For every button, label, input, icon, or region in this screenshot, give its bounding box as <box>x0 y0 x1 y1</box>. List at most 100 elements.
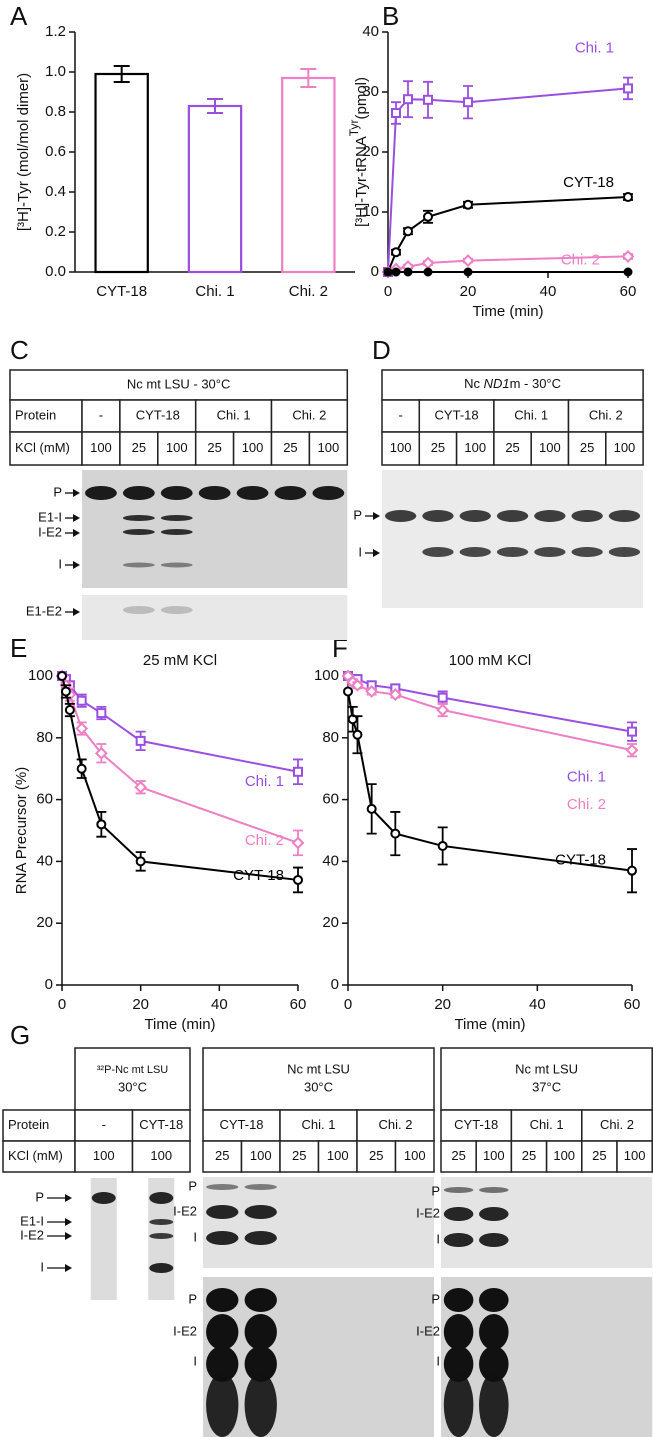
series-label: Chi. 1 <box>245 773 284 790</box>
table-text: Chi. 2 <box>292 407 326 422</box>
gel-band <box>443 1314 474 1350</box>
table-text: P <box>431 1183 440 1198</box>
bar <box>281 76 336 274</box>
table-text: I <box>436 1231 440 1246</box>
table-text: 100 <box>90 440 112 455</box>
gel-band <box>206 1184 239 1190</box>
y-axis-label-part: [³H]-Tyr-tRNA <box>353 136 370 227</box>
table-text: I <box>40 1259 44 1274</box>
y-tick-label: 40 <box>322 852 339 869</box>
x-tick-label: 40 <box>540 283 557 300</box>
y-tick-label: 0 <box>331 976 339 993</box>
marker <box>60 686 71 697</box>
table-text: Nc mt LSU - 30°C <box>127 376 230 391</box>
gel-band <box>479 1187 509 1193</box>
gel-band <box>312 486 345 500</box>
band-arrowhead <box>73 561 80 569</box>
table-cell <box>475 1140 513 1173</box>
error-bar <box>113 65 130 83</box>
marker <box>421 256 435 270</box>
x-tick-label: 20 <box>434 996 451 1013</box>
table-cell <box>119 399 197 433</box>
marker <box>94 746 108 760</box>
table-text: P <box>431 1291 440 1306</box>
table-cell <box>270 431 311 466</box>
marker <box>623 192 633 202</box>
series-label: Chi. 2 <box>567 796 606 813</box>
panel-letter: E <box>10 633 27 663</box>
panel-letter: A <box>10 1 28 31</box>
y-tick-label: 40 <box>36 852 53 869</box>
marker <box>625 743 639 757</box>
gel-band <box>244 1346 277 1382</box>
series-label: Chi. 1 <box>567 769 606 786</box>
table-text: CYT-18 <box>136 407 180 422</box>
gel-band <box>149 1233 174 1239</box>
gel-band <box>206 1231 239 1245</box>
table-text: 25 <box>132 440 146 455</box>
x-axis-label: Time (min) <box>454 1016 525 1033</box>
x-tick-label: 20 <box>132 996 149 1013</box>
gel-band <box>160 529 193 535</box>
series-label: Chi. 2 <box>561 251 600 268</box>
x-tick-label: 60 <box>290 996 307 1013</box>
gel-band <box>443 1207 474 1221</box>
table-cell <box>455 431 495 466</box>
gel-band <box>459 547 491 557</box>
table-text: CYT-18 <box>435 407 479 422</box>
gel-band <box>571 510 603 522</box>
table-title: Nc ND1m - 30°C <box>464 376 561 391</box>
y-tick-label: 100 <box>28 667 53 684</box>
y-axis-label: [³H]-Tyr-tRNATyr(pmol) <box>347 77 370 227</box>
marker <box>423 94 433 105</box>
table-cell <box>356 1109 435 1142</box>
table-cell <box>74 1109 134 1142</box>
marker <box>437 692 448 703</box>
gel-band <box>244 1314 277 1350</box>
marker <box>75 722 89 735</box>
y-tick-label: 60 <box>36 791 53 808</box>
gel-band <box>422 510 454 522</box>
gel-band <box>479 1288 509 1312</box>
table-text: 100 <box>614 440 636 455</box>
gel-band <box>206 1346 239 1382</box>
table-text: KCl (mM) <box>8 1148 63 1163</box>
marker <box>621 249 635 263</box>
marker <box>343 686 353 697</box>
x-tick-label: 0 <box>384 283 392 300</box>
table-text: I <box>193 1353 197 1368</box>
gel-band <box>206 1288 239 1312</box>
table-text: 25 <box>505 440 519 455</box>
gel-band <box>85 486 117 500</box>
table-text: 100 <box>150 1148 172 1163</box>
x-tick-label: Chi. 2 <box>289 283 328 300</box>
panel-letter: G <box>10 1020 30 1050</box>
band-arrowhead <box>73 514 80 522</box>
table-cell <box>131 1140 191 1173</box>
marker <box>461 254 475 268</box>
y-axis-label-part: Tyr <box>347 120 361 137</box>
table-cell <box>119 431 159 466</box>
x-axis-label: Time (min) <box>472 303 543 320</box>
y-tick-label: 20 <box>322 914 339 931</box>
band-arrowhead <box>65 1232 72 1240</box>
y-tick-label: 80 <box>36 729 53 746</box>
marker <box>76 763 87 774</box>
table-text: I-E2 <box>416 1205 440 1220</box>
marker <box>627 865 637 876</box>
gel-band <box>149 1219 174 1225</box>
marker <box>365 685 379 698</box>
y-tick-label: 80 <box>322 729 339 746</box>
marker <box>423 211 433 222</box>
error-bar <box>300 68 317 88</box>
marker <box>135 735 146 746</box>
table-text: Chi. 1 <box>530 1117 564 1132</box>
y-tick-label: 0 <box>371 263 379 280</box>
y-tick-label: 0.2 <box>45 223 66 240</box>
gel-band <box>443 1373 474 1437</box>
gel-band <box>479 1233 509 1247</box>
table-cell <box>530 431 570 466</box>
y-tick-label: 20 <box>362 143 379 160</box>
gel-band <box>274 486 307 500</box>
gel-band <box>422 547 454 557</box>
